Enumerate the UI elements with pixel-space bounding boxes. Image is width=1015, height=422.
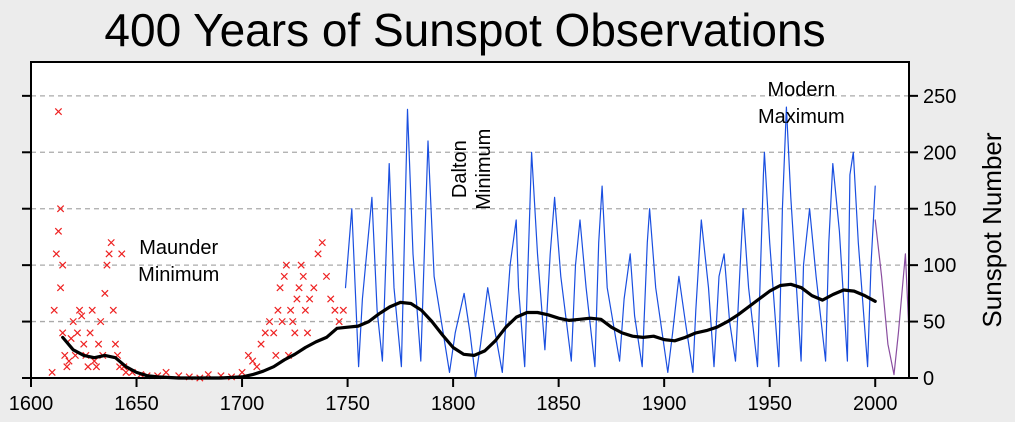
scatter-point [310,284,318,292]
scatter-point [86,329,94,337]
plot-area [31,62,909,378]
scatter-point [78,312,86,320]
scatter-point [162,368,170,376]
x-tick-label: 1900 [642,393,687,415]
y-tick-label: 0 [923,368,934,390]
series-line-2 [874,219,910,376]
scatter-point [118,250,126,258]
scatter-point [278,317,286,326]
scatter-point [80,340,88,348]
scatter-point [103,261,111,269]
scatter-point [63,363,71,371]
chart-title: 400 Years of Sunspot Observations [104,4,826,56]
scatter-point [282,261,291,269]
scatter-point [248,357,257,365]
scatter-point [50,306,58,314]
scatter-point [322,272,331,281]
scatter-point [289,317,297,326]
scatter-point [84,363,92,371]
scatter-point [299,272,307,281]
scatter-point [335,317,343,326]
annotation-line: Minimum [473,129,495,210]
scatter-point [238,368,246,376]
annotation-line: Minimum [138,264,219,286]
y-tick-label: 50 [923,312,945,334]
scatter-point [257,340,265,348]
annotation: Dalton Minimum [449,129,495,210]
scatter-point [295,284,303,292]
x-tick-label: 1750 [325,393,370,415]
scatter-point [318,238,326,247]
scatter-point [327,295,335,303]
scatter-point [56,205,65,213]
scatter-point [56,284,65,292]
x-tick-label: 1850 [536,393,581,415]
scatter-point [65,357,73,365]
scatter-point [280,272,288,281]
scatter-point [293,295,301,303]
scatter-point [97,317,105,326]
scatter-point [67,334,75,343]
x-tick-label: 1600 [9,393,54,415]
scatter-point [265,317,274,326]
series-line-1 [344,106,876,379]
axes: 0 50 100 150 200 250 1600 1650 1700 1750 1800 1850 1… [9,86,957,415]
scatter-point [122,368,130,376]
scatter-series [48,108,347,382]
scatter-point [270,329,278,337]
scatter-point [54,108,63,116]
scatter-point [276,284,284,292]
scatter-point [94,340,103,348]
scatter-point [101,289,109,297]
scatter-point [69,317,77,326]
scatter-point [314,250,322,258]
x-tick-label: 2000 [853,393,898,415]
y-tick-label: 250 [923,86,956,108]
scatter-point [59,261,67,269]
scatter-point [305,295,314,303]
scatter-point [105,250,113,258]
scatter-point [286,306,295,314]
x-tick-label: 1950 [747,393,792,415]
x-tick-label: 1650 [114,393,159,415]
y-tick-label: 200 [923,142,956,164]
scatter-point [52,250,60,258]
scatter-point [48,368,56,376]
scatter-point [92,363,101,371]
scatter-point [109,306,117,314]
scatter-point [59,329,67,337]
scatter-point [303,329,312,337]
scatter-point [54,227,63,235]
scatter-point [244,351,253,360]
scatter-point [297,261,305,269]
y-axis-label: Sunspot Number [977,132,1007,327]
scatter-point [331,306,339,314]
y-tick-label: 100 [923,255,956,277]
scatter-point [261,329,269,337]
annotation-line: Maunder [139,237,218,259]
scatter-point [253,363,261,371]
scatter-point [107,238,115,247]
plot-frame [30,61,910,379]
y-tick-label: 150 [923,199,956,221]
annotation-line: Maximum [758,106,845,128]
x-tick-label: 1800 [431,393,476,415]
scatter-point [291,329,299,337]
scatter-point [73,329,82,337]
annotation-line: Modern [767,79,835,101]
scatter-point [339,306,347,314]
scatter-point [301,306,309,314]
scatter-point [272,351,280,360]
scatter-point [88,306,96,314]
scatter-point [90,357,98,365]
annotation-line: Dalton [449,140,471,198]
scatter-point [111,340,120,348]
scatter-point [274,306,282,314]
x-tick-label: 1700 [220,393,265,415]
scatter-point [61,351,69,360]
scatter-point [75,306,84,314]
